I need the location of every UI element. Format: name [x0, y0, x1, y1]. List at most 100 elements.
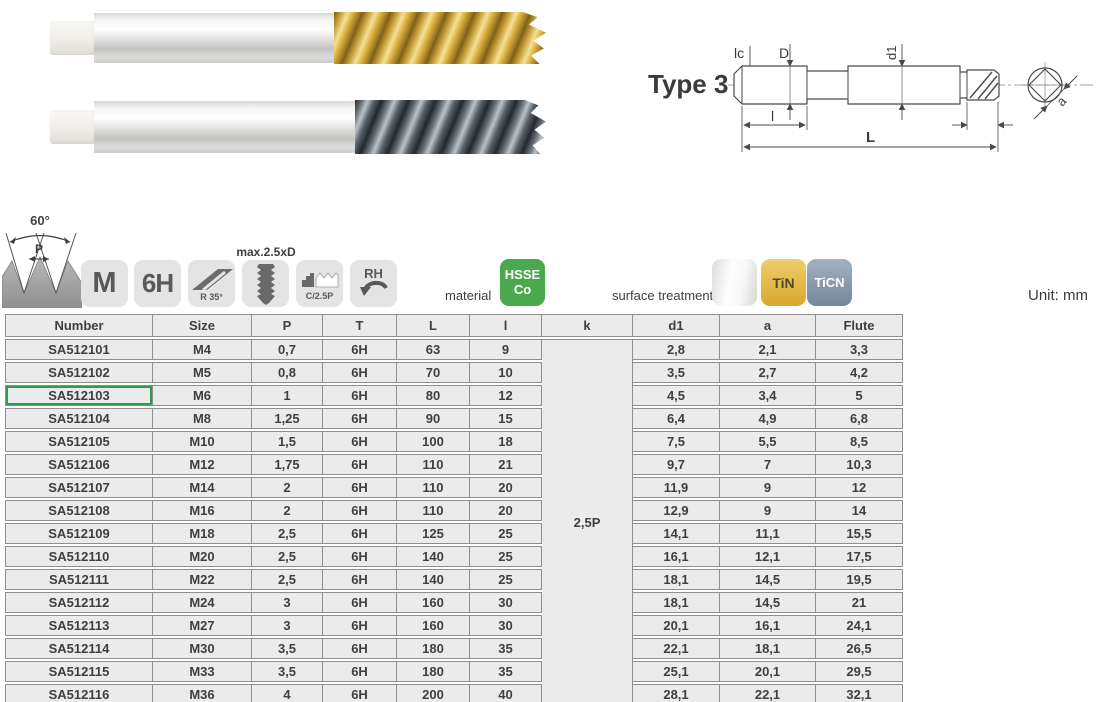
cell-value[interactable]: 18: [470, 431, 542, 452]
cell-value[interactable]: 21: [470, 454, 542, 475]
cell-value[interactable]: 30: [470, 592, 542, 613]
cell-value[interactable]: 6H: [323, 500, 397, 521]
cell-value[interactable]: 140: [397, 546, 470, 567]
cell-value[interactable]: 90: [397, 408, 470, 429]
cell-value[interactable]: 4,5: [633, 385, 720, 406]
cell-value[interactable]: 0,8: [252, 362, 323, 383]
cell-number[interactable]: SA512106: [5, 454, 153, 475]
cell-value[interactable]: 9: [470, 339, 542, 360]
cell-number[interactable]: SA512107: [5, 477, 153, 498]
cell-value[interactable]: 125: [397, 523, 470, 544]
cell-number[interactable]: SA512103: [5, 385, 153, 406]
cell-value[interactable]: 24,1: [816, 615, 903, 636]
cell-value[interactable]: M36: [153, 684, 252, 702]
cell-value[interactable]: 7,5: [633, 431, 720, 452]
cell-value[interactable]: 6H: [323, 454, 397, 475]
cell-value[interactable]: 160: [397, 592, 470, 613]
cell-value[interactable]: 32,1: [816, 684, 903, 702]
cell-value[interactable]: 6H: [323, 661, 397, 682]
cell-value[interactable]: M14: [153, 477, 252, 498]
cell-value[interactable]: 3: [252, 615, 323, 636]
cell-value[interactable]: 6H: [323, 477, 397, 498]
cell-value[interactable]: 6H: [323, 339, 397, 360]
cell-value[interactable]: 15,5: [816, 523, 903, 544]
cell-value[interactable]: 140: [397, 569, 470, 590]
cell-value[interactable]: 1,75: [252, 454, 323, 475]
cell-value[interactable]: 160: [397, 615, 470, 636]
cell-value[interactable]: 22,1: [720, 684, 816, 702]
cell-value[interactable]: 3: [252, 592, 323, 613]
cell-value[interactable]: 6H: [323, 684, 397, 702]
cell-value[interactable]: 2: [252, 500, 323, 521]
cell-value[interactable]: 18,1: [633, 569, 720, 590]
cell-value[interactable]: 18,1: [720, 638, 816, 659]
cell-number[interactable]: SA512101: [5, 339, 153, 360]
cell-value[interactable]: 25: [470, 569, 542, 590]
cell-value[interactable]: 20,1: [633, 615, 720, 636]
cell-value[interactable]: M4: [153, 339, 252, 360]
cell-number[interactable]: SA512116: [5, 684, 153, 702]
cell-value[interactable]: 12,9: [633, 500, 720, 521]
cell-value[interactable]: 9: [720, 477, 816, 498]
cell-value[interactable]: 17,5: [816, 546, 903, 567]
cell-value[interactable]: 22,1: [633, 638, 720, 659]
cell-value[interactable]: 16,1: [720, 615, 816, 636]
cell-value[interactable]: 200: [397, 684, 470, 702]
cell-value[interactable]: M12: [153, 454, 252, 475]
cell-number[interactable]: SA512110: [5, 546, 153, 567]
cell-number[interactable]: SA512111: [5, 569, 153, 590]
cell-value[interactable]: 19,5: [816, 569, 903, 590]
cell-value[interactable]: 9,7: [633, 454, 720, 475]
cell-number[interactable]: SA512115: [5, 661, 153, 682]
cell-number[interactable]: SA512114: [5, 638, 153, 659]
cell-value[interactable]: 6H: [323, 546, 397, 567]
cell-value[interactable]: 2,5: [252, 523, 323, 544]
cell-value[interactable]: 25: [470, 523, 542, 544]
cell-value[interactable]: 2,8: [633, 339, 720, 360]
cell-value[interactable]: 10: [470, 362, 542, 383]
cell-value[interactable]: 21: [816, 592, 903, 613]
cell-value[interactable]: 25,1: [633, 661, 720, 682]
cell-value[interactable]: 0,7: [252, 339, 323, 360]
cell-value[interactable]: M30: [153, 638, 252, 659]
cell-value[interactable]: 63: [397, 339, 470, 360]
cell-value[interactable]: 10,3: [816, 454, 903, 475]
cell-value[interactable]: 28,1: [633, 684, 720, 702]
cell-value[interactable]: 1,25: [252, 408, 323, 429]
cell-value[interactable]: 4: [252, 684, 323, 702]
cell-value[interactable]: 35: [470, 638, 542, 659]
cell-number[interactable]: SA512105: [5, 431, 153, 452]
cell-value[interactable]: 14,5: [720, 592, 816, 613]
cell-value[interactable]: 6H: [323, 362, 397, 383]
cell-value[interactable]: 35: [470, 661, 542, 682]
cell-value[interactable]: 2,1: [720, 339, 816, 360]
cell-value[interactable]: 3,4: [720, 385, 816, 406]
cell-value[interactable]: 29,5: [816, 661, 903, 682]
cell-value[interactable]: 15: [470, 408, 542, 429]
cell-value[interactable]: 14,1: [633, 523, 720, 544]
cell-value[interactable]: 3,5: [633, 362, 720, 383]
cell-value[interactable]: 110: [397, 454, 470, 475]
cell-value[interactable]: 110: [397, 500, 470, 521]
cell-number[interactable]: SA512109: [5, 523, 153, 544]
cell-value[interactable]: M22: [153, 569, 252, 590]
cell-value[interactable]: M24: [153, 592, 252, 613]
cell-value[interactable]: M27: [153, 615, 252, 636]
cell-value[interactable]: 40: [470, 684, 542, 702]
cell-value[interactable]: 8,5: [816, 431, 903, 452]
cell-value[interactable]: 3,5: [252, 638, 323, 659]
cell-value[interactable]: M20: [153, 546, 252, 567]
cell-value[interactable]: 9: [720, 500, 816, 521]
cell-value[interactable]: 3,3: [816, 339, 903, 360]
cell-value[interactable]: 12,1: [720, 546, 816, 567]
cell-value[interactable]: 2,5: [252, 569, 323, 590]
cell-value[interactable]: 1,5: [252, 431, 323, 452]
cell-value[interactable]: 11,9: [633, 477, 720, 498]
cell-value[interactable]: 80: [397, 385, 470, 406]
cell-value[interactable]: M33: [153, 661, 252, 682]
cell-value[interactable]: 16,1: [633, 546, 720, 567]
cell-value[interactable]: M8: [153, 408, 252, 429]
cell-value[interactable]: 6H: [323, 638, 397, 659]
cell-value[interactable]: 3,5: [252, 661, 323, 682]
cell-value[interactable]: 7: [720, 454, 816, 475]
